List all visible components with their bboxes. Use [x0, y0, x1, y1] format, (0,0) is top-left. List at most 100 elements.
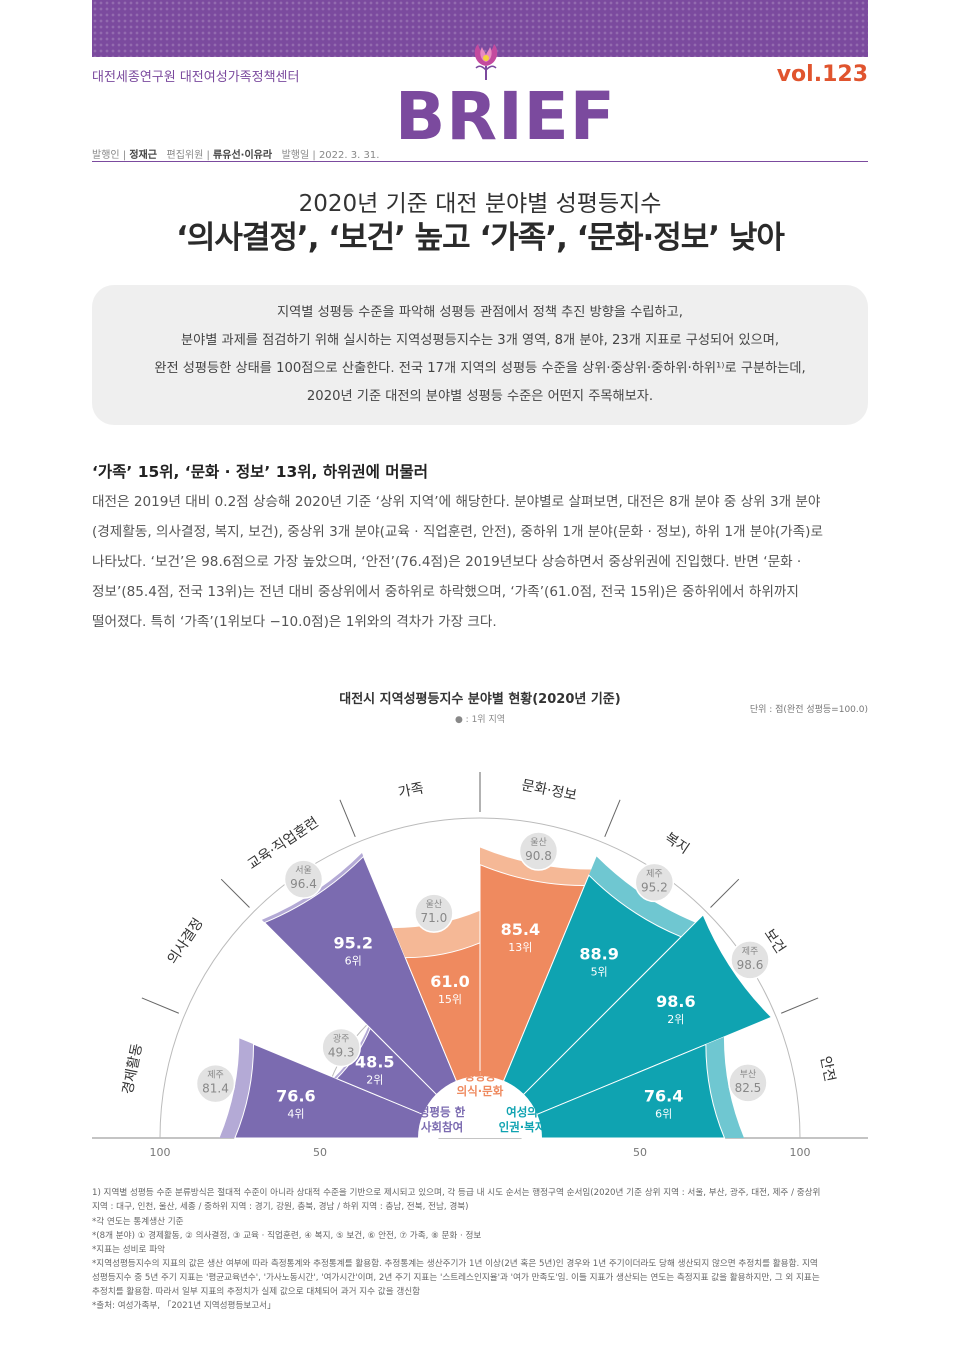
- publisher-name: 대전세종연구원 대전여성가족정책센터: [92, 70, 300, 85]
- domain-label: 성평등: [464, 1069, 496, 1083]
- category-label: 복지: [662, 830, 692, 858]
- domain-label: 사회참여: [421, 1120, 463, 1134]
- value-label: 88.9: [579, 945, 618, 964]
- top-region-circle: [283, 859, 324, 899]
- top-region-circle: [321, 1027, 361, 1068]
- category-divider: [141, 997, 180, 1014]
- category-divider: [220, 878, 250, 908]
- chart-legend-text: ● : 1위 지역: [454, 715, 506, 725]
- top-region-name: 제주: [742, 946, 759, 957]
- meta-date-label: 발행일: [281, 150, 310, 161]
- category-label: 문화·정보: [520, 777, 578, 804]
- value-label: 61.0: [430, 972, 469, 991]
- value-label: 98.6: [656, 992, 695, 1011]
- domain-label: 성평등 한: [419, 1105, 466, 1119]
- top-region-circle: [195, 1063, 236, 1104]
- axis-tick-label: 50: [633, 1146, 647, 1159]
- rank-label: 13위: [508, 941, 532, 954]
- footnote: *각 연도는 통계생산 기준: [92, 1217, 184, 1227]
- top-region-value: 95.2: [641, 880, 668, 894]
- category-label: 가족: [397, 780, 426, 801]
- rank-label: 6위: [345, 954, 362, 967]
- rank-label: 2위: [667, 1013, 684, 1026]
- body-text-line: 정보’(85.4점, 전국 13위)는 전년 대비 중상위에서 중하위로 하락했…: [92, 584, 799, 600]
- flower-logo-icon: [474, 44, 498, 80]
- body-text-line: 떨어졌다. 특히 ‘가족’(1위보다 −10.0점)은 1위와의 격차가 가장 …: [92, 614, 497, 630]
- footnote: 추정치를 활용함. 따라서 일부 지표의 추정치가 실제 값으로 대체되어 과거…: [92, 1287, 421, 1297]
- body-text-line: 나타났다. ‘보건’은 98.6점으로 가장 높았으며, ‘안전’(76.4점)…: [92, 554, 802, 570]
- value-label: 76.6: [276, 1086, 315, 1105]
- category-divider: [780, 997, 819, 1014]
- category-divider: [604, 799, 621, 838]
- top-region-circle: [730, 940, 770, 980]
- publication-meta: 발행인 | 정재근 편집위원 | 류유선·이유라 발행일 | 2022. 3. …: [92, 150, 380, 161]
- top-region-value: 98.6: [737, 958, 764, 972]
- top-region-name: 부산: [740, 1069, 757, 1080]
- volume-number: vol.123: [776, 62, 868, 87]
- grid-arc: [159, 817, 801, 1139]
- category-divider: [339, 799, 356, 838]
- center-hub: [418, 1076, 542, 1138]
- top-region-value: 49.3: [328, 1045, 355, 1059]
- footnote: *(8개 분야) ① 경제활동, ② 의사결정, ③ 교육 · 직업훈련, ④ …: [92, 1231, 482, 1241]
- footnote: *지역성평등지수의 지표의 값은 생산 여부에 따라 측정통계와 추정통계를 활…: [92, 1259, 818, 1269]
- top-region-value: 81.4: [202, 1082, 229, 1096]
- domain-label: 인권·복지: [499, 1120, 546, 1134]
- top-region-value: 96.4: [290, 877, 317, 891]
- value-label: 76.4: [644, 1086, 683, 1105]
- top-region-circle: [518, 831, 559, 871]
- value-label: 48.5: [355, 1053, 394, 1072]
- brief-logo: BRIEF: [395, 78, 616, 155]
- rank-label: 15위: [438, 993, 462, 1006]
- category-label: 경제활동: [120, 1042, 146, 1096]
- top-region-value: 82.5: [735, 1081, 762, 1095]
- top-region-name: 제주: [646, 868, 663, 879]
- footnote: *지표는 성비로 파악: [92, 1245, 166, 1255]
- summary-box: 지역별 성평등 수준을 파악해 성평등 관점에서 정책 추진 방향을 수립하고,…: [92, 285, 868, 425]
- top-region-circle: [728, 1063, 768, 1103]
- top-region-name: 울산: [530, 837, 547, 848]
- footnote: 지역 : 대구, 인천, 울산, 세종 / 중하위 지역 : 경기, 강원, 충…: [92, 1202, 469, 1212]
- meta-editors: 류유선·이유라: [213, 150, 273, 161]
- domain-label: 의식·문화: [457, 1084, 504, 1098]
- axis-tick-label: 100: [150, 1146, 171, 1159]
- category-divider: [710, 878, 740, 908]
- meta-publisher-label: 발행인: [92, 150, 120, 161]
- axis-tick-label: 50: [313, 1146, 327, 1159]
- value-label: 85.4: [501, 920, 540, 939]
- page-title: ‘의사결정’, ‘보건’ 높고 ‘가족’, ‘문화·정보’ 낮아: [176, 220, 785, 256]
- top-region-circle: [634, 862, 675, 903]
- footnote: *출처: 여성가족부, 「2021년 지역성평등보고서」: [92, 1301, 276, 1311]
- header-divider: [92, 161, 868, 162]
- summary-line: 완전 성평등한 상태를 100점으로 산출한다. 전국 17개 지역의 성평등 …: [154, 361, 806, 376]
- summary-line: 분야별 과제를 점검하기 위해 실시하는 지역성평등지수는 3개 영역, 8개 …: [180, 333, 780, 348]
- body-text-line: (경제활동, 의사결정, 복지, 보건), 중상위 3개 분야(교육 · 직업훈…: [92, 524, 823, 540]
- summary-line: 2020년 기준 대전의 분야별 성평등 수준은 어떤지 주목해보자.: [306, 389, 654, 404]
- meta-publisher: 정재근: [129, 150, 157, 161]
- header-band: [92, 0, 868, 57]
- footnote: 성평등지수 중 5년 주기 지표는 '평균교육년수', '가사노동시간', '여…: [92, 1273, 820, 1283]
- chart-unit: 단위 : 점(완전 성평등=100.0): [749, 705, 868, 715]
- rank-label: 2위: [366, 1074, 383, 1087]
- top-region-value: 71.0: [421, 911, 448, 925]
- chart-legend: ● : 1위 지역: [0, 712, 960, 725]
- page-subtitle: 2020년 기준 대전 분야별 성평등지수: [298, 191, 662, 217]
- top-region-value: 90.8: [525, 849, 552, 863]
- top-region-circle: [414, 893, 454, 933]
- value-label: 95.2: [334, 933, 373, 952]
- rank-label: 5위: [591, 966, 608, 979]
- section-title: ‘가족’ 15위, ‘문화 · 정보’ 13위, 하위권에 머물러: [92, 463, 429, 481]
- top-region-name: 제주: [207, 1070, 224, 1081]
- category-label: 의사결정: [165, 915, 207, 967]
- chart-title: 대전시 지역성평등지수 분야별 현황(2020년 기준): [339, 692, 621, 707]
- top-region-name: 서울: [295, 865, 312, 876]
